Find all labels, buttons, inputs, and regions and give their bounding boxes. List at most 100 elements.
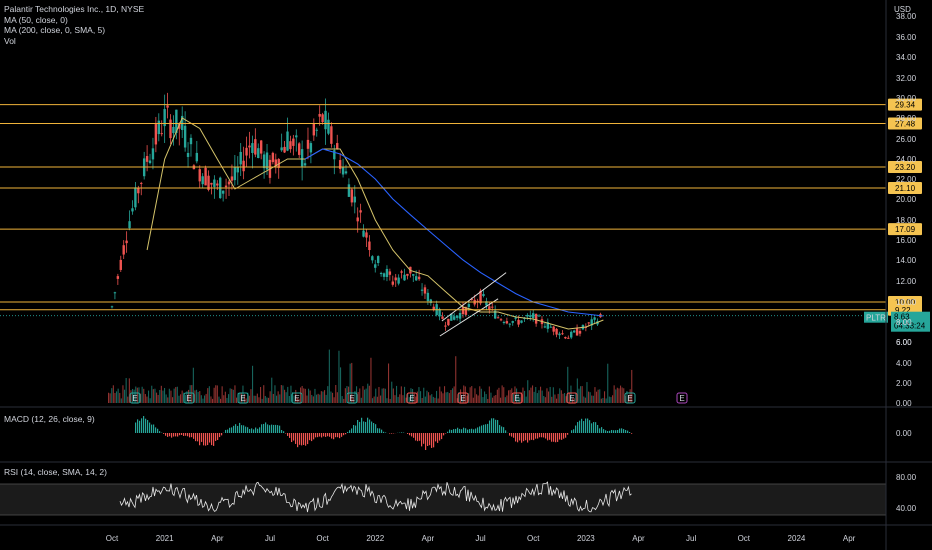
macd-bar (331, 433, 333, 439)
candle-body (160, 133, 163, 135)
volume-bar (487, 398, 489, 403)
time-tick-label: Apr (632, 534, 645, 543)
price-tick-label: 12.00 (896, 277, 917, 286)
macd-bar (461, 429, 463, 433)
macd-bar (165, 433, 167, 436)
volume-bar (421, 397, 423, 403)
macd-bar (419, 433, 421, 441)
candle-body (461, 307, 465, 315)
volume-bar (229, 388, 231, 403)
macd-bar (377, 428, 379, 433)
volume-bar (572, 398, 574, 403)
macd-bar (611, 429, 613, 433)
macd-bar (177, 433, 179, 437)
volume-bar (178, 395, 180, 403)
candle-body (567, 337, 570, 339)
macd-bar (243, 425, 245, 433)
volume-bar (576, 378, 578, 403)
volume-bar (570, 385, 572, 403)
macd-bar (187, 433, 189, 437)
macd-bar (499, 425, 501, 433)
candle-body (529, 315, 532, 318)
macd-bar (349, 430, 351, 433)
volume-bar (583, 396, 585, 403)
macd-bar (577, 422, 579, 433)
volume-bar (172, 397, 174, 403)
volume-bar (360, 397, 362, 403)
level-label: 27.48 (895, 119, 916, 128)
volume-bar (394, 395, 396, 403)
macd-bar (509, 433, 511, 436)
macd-bar (613, 430, 615, 433)
volume-bar (144, 394, 146, 403)
volume-bar (253, 395, 255, 403)
volume-bar (215, 385, 217, 403)
macd-bar (145, 418, 147, 433)
volume-bar (568, 393, 570, 403)
candle-body (134, 187, 137, 208)
candle-body (394, 277, 397, 281)
volume-bar (336, 392, 338, 403)
volume-bar (218, 396, 220, 403)
rsi-tick-label: 40.00 (896, 504, 917, 513)
candle-body (520, 320, 523, 323)
volume-bar (482, 397, 484, 403)
macd-bar (629, 431, 631, 433)
volume-bar (373, 396, 375, 403)
volume-bar (413, 393, 415, 403)
volume-bar (220, 398, 222, 403)
volume-bar (328, 349, 330, 403)
macd-bar (291, 433, 293, 443)
macd-bar (253, 429, 255, 433)
candle-body (125, 240, 128, 244)
candle-body (341, 166, 345, 175)
candle-body (221, 190, 225, 194)
volume-bar (562, 393, 564, 403)
volume-bar (252, 365, 254, 403)
macd-bar (231, 427, 233, 433)
volume-bar (434, 397, 436, 403)
macd-bar (151, 424, 153, 433)
macd-bar (289, 433, 291, 438)
volume-bar (149, 398, 151, 403)
price-tick-label: 20.00 (896, 195, 917, 204)
volume-bar (210, 396, 212, 403)
candle-body (353, 196, 356, 203)
volume-bar (138, 387, 140, 403)
candle-body (236, 166, 239, 173)
volume-bar (117, 388, 119, 403)
macd-bar (355, 425, 357, 433)
candle-body (207, 175, 210, 190)
macd-bar (383, 431, 385, 433)
volume-bar (349, 363, 351, 403)
macd-bar (207, 433, 209, 446)
volume-bar (517, 394, 519, 403)
volume-bar (564, 393, 566, 403)
volume-bar (122, 385, 124, 403)
macd-bar (277, 425, 279, 433)
volume-bar (133, 389, 135, 403)
volume-bar (607, 363, 609, 403)
volume-bar (232, 389, 234, 403)
volume-bar (175, 387, 177, 403)
macd-bar (469, 429, 471, 433)
volume-bar (501, 385, 503, 403)
volume-bar (357, 392, 359, 403)
earnings-marker-label: E (349, 394, 354, 403)
candle-body (318, 113, 321, 117)
volume-bar (228, 394, 230, 403)
volume-bar (453, 386, 455, 403)
macd-bar (333, 433, 335, 440)
volume-bar (288, 395, 290, 403)
volume-bar (111, 388, 113, 403)
macd-bar (391, 433, 393, 434)
volume-bar (464, 386, 466, 403)
volume-bar (381, 388, 383, 403)
candle-body (438, 308, 441, 317)
volume-bar (631, 369, 633, 403)
volume-bar (396, 385, 398, 403)
volume-bar (440, 391, 442, 403)
